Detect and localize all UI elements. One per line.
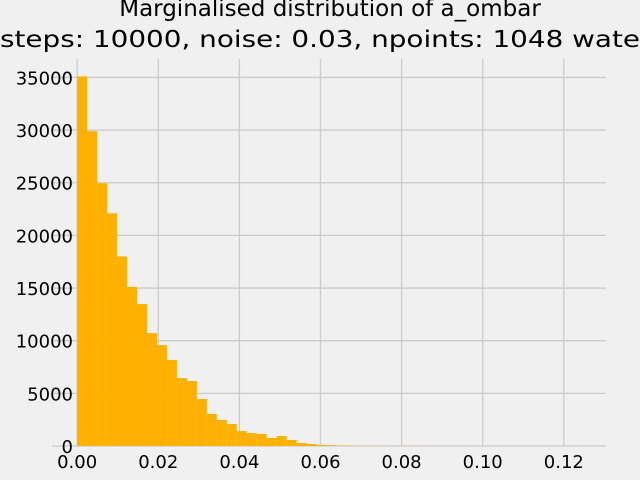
bar [316, 444, 327, 446]
bar [186, 381, 197, 446]
bar [196, 399, 207, 446]
x-tick-label: 0.06 [300, 452, 340, 473]
bar [286, 439, 297, 446]
x-tick-label: 0.12 [544, 452, 584, 473]
chart-subtitle: steps: 10000, noise: 0.03, npoints: 1048… [0, 27, 640, 53]
bar [146, 333, 157, 446]
y-tick-label: 10000 [16, 332, 73, 353]
bar [326, 445, 337, 446]
bar [166, 360, 177, 446]
bar [176, 378, 187, 446]
y-tick-label: 15000 [16, 279, 73, 300]
bar [226, 423, 237, 446]
bar [276, 435, 287, 446]
bar [107, 213, 118, 446]
bar [256, 433, 267, 446]
x-tick-label: 0.08 [382, 452, 422, 473]
y-tick-label: 30000 [16, 121, 73, 142]
bar [216, 419, 227, 446]
bar [137, 304, 147, 446]
y-tick-label: 20000 [16, 226, 73, 247]
bar [246, 433, 257, 446]
x-tick-label: 0.00 [57, 452, 97, 473]
bar [77, 76, 88, 446]
bar [236, 431, 247, 446]
bar [306, 443, 317, 446]
bar [87, 131, 98, 446]
bar [117, 256, 128, 446]
bar [206, 413, 217, 446]
x-tick-label: 0.02 [138, 452, 178, 473]
x-tick-label: 0.04 [219, 452, 259, 473]
bar [97, 183, 108, 446]
y-tick-label: 5000 [27, 384, 73, 405]
y-tick-label: 35000 [16, 68, 73, 89]
y-tick-label: 0 [62, 437, 73, 458]
bar [266, 437, 277, 446]
chart-title: Marginalised distribution of a_ombar [119, 0, 541, 22]
bar [127, 286, 138, 446]
bar [296, 443, 307, 446]
x-tick-label: 0.10 [463, 452, 503, 473]
bar [156, 345, 167, 446]
y-tick-label: 25000 [16, 174, 73, 195]
